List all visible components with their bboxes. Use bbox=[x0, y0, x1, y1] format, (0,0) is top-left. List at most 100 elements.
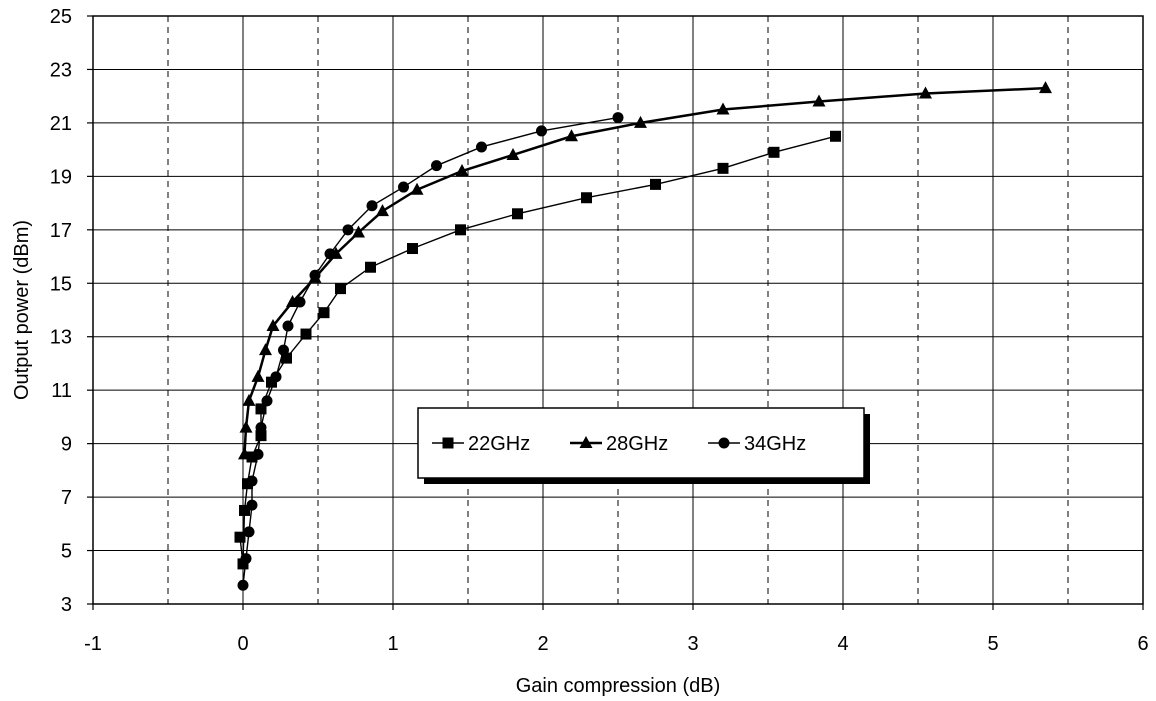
data-point bbox=[246, 475, 258, 487]
legend-item-22GHz: 22GHz bbox=[432, 433, 530, 455]
y-tick-label: 21 bbox=[50, 113, 72, 135]
data-point bbox=[309, 269, 321, 281]
data-point bbox=[242, 393, 256, 406]
data-point bbox=[352, 225, 365, 238]
data-point bbox=[512, 208, 523, 220]
data-point bbox=[266, 376, 277, 388]
data-point bbox=[376, 204, 389, 217]
data-point bbox=[243, 526, 255, 538]
legend-items: 22GHz 28GHz 34GHz bbox=[432, 433, 806, 455]
data-point bbox=[476, 141, 487, 153]
data-point bbox=[318, 307, 330, 319]
data-point bbox=[300, 328, 312, 340]
data-point bbox=[281, 352, 292, 364]
data-point bbox=[239, 504, 250, 516]
y-tick-label: 19 bbox=[50, 166, 72, 188]
data-point bbox=[366, 200, 378, 212]
legend-item-28GHz: 28GHz bbox=[570, 433, 668, 455]
data-point bbox=[365, 261, 376, 273]
plot-frame bbox=[92, 15, 1144, 605]
data-point bbox=[612, 112, 624, 124]
series-28GHz bbox=[238, 81, 1052, 460]
y-tick-label: 3 bbox=[61, 594, 72, 616]
y-axis-title: Output power (dBm) bbox=[11, 220, 33, 400]
legend-marker bbox=[579, 436, 593, 448]
series-group bbox=[234, 81, 1052, 591]
y-tick-label: 13 bbox=[50, 327, 72, 349]
data-point bbox=[407, 243, 418, 255]
data-point bbox=[455, 224, 466, 236]
legend-label: 34GHz bbox=[744, 433, 806, 455]
x-tick-label: 3 bbox=[687, 633, 698, 655]
data-point bbox=[830, 130, 841, 142]
data-point bbox=[717, 162, 729, 174]
data-point bbox=[634, 115, 647, 128]
x-tick-label: -1 bbox=[84, 633, 102, 655]
legend-marker bbox=[718, 437, 730, 449]
data-point bbox=[255, 403, 267, 415]
data-point bbox=[278, 344, 289, 356]
y-tick-label: 23 bbox=[50, 59, 72, 81]
x-tick-label: 4 bbox=[837, 633, 848, 655]
data-point bbox=[812, 94, 826, 107]
y-tick-label: 11 bbox=[51, 380, 72, 402]
data-point bbox=[581, 192, 592, 204]
data-point bbox=[324, 248, 336, 260]
x-tick-label: 5 bbox=[987, 633, 998, 655]
data-point bbox=[650, 178, 661, 190]
series-22GHz bbox=[234, 130, 841, 570]
y-tick-label: 17 bbox=[50, 220, 72, 242]
data-point bbox=[234, 531, 246, 543]
data-point bbox=[237, 558, 249, 570]
x-tick-label: 6 bbox=[1137, 633, 1148, 655]
x-tick-label: 0 bbox=[237, 633, 248, 655]
data-point bbox=[410, 182, 424, 195]
x-tick-label: 2 bbox=[537, 633, 548, 655]
data-point bbox=[565, 129, 578, 142]
data-point bbox=[398, 181, 409, 193]
data-point bbox=[259, 343, 272, 356]
y-tick-label: 25 bbox=[50, 6, 72, 28]
data-point bbox=[294, 296, 306, 308]
data-point bbox=[237, 579, 249, 591]
data-point bbox=[455, 164, 469, 177]
data-point bbox=[238, 447, 251, 460]
legend-label: 28GHz bbox=[606, 433, 668, 455]
legend-item-34GHz: 34GHz bbox=[708, 433, 806, 455]
legend-marker bbox=[442, 437, 454, 449]
series-34GHz bbox=[237, 112, 624, 591]
data-point bbox=[335, 283, 346, 295]
data-point bbox=[252, 448, 264, 460]
data-point bbox=[919, 86, 932, 99]
data-point bbox=[536, 125, 547, 137]
data-point bbox=[266, 319, 280, 332]
data-point bbox=[270, 371, 282, 383]
data-point bbox=[431, 160, 442, 172]
data-point bbox=[251, 369, 265, 382]
data-point bbox=[716, 102, 730, 115]
data-point bbox=[246, 499, 258, 511]
legend: 22GHz 28GHz 34GHz bbox=[417, 407, 870, 484]
y-tick-label: 15 bbox=[50, 273, 72, 295]
data-point bbox=[506, 147, 520, 160]
data-point bbox=[1039, 81, 1052, 94]
x-tick-label: 1 bbox=[387, 633, 398, 655]
y-tick-label: 9 bbox=[61, 434, 72, 456]
x-axis-title: Gain compression (dB) bbox=[516, 675, 721, 697]
data-point bbox=[246, 451, 258, 463]
series-line bbox=[239, 135, 836, 564]
legend-label: 22GHz bbox=[468, 433, 530, 455]
y-tick-label: 5 bbox=[61, 541, 72, 563]
series-line bbox=[242, 116, 619, 586]
data-point bbox=[768, 146, 780, 158]
data-point bbox=[261, 395, 273, 407]
data-point bbox=[282, 320, 294, 332]
data-point bbox=[239, 420, 253, 433]
y-tick-label: 7 bbox=[61, 487, 72, 509]
legend-box bbox=[417, 407, 865, 479]
data-point bbox=[240, 553, 252, 565]
data-point bbox=[255, 430, 267, 442]
data-point bbox=[342, 224, 354, 236]
